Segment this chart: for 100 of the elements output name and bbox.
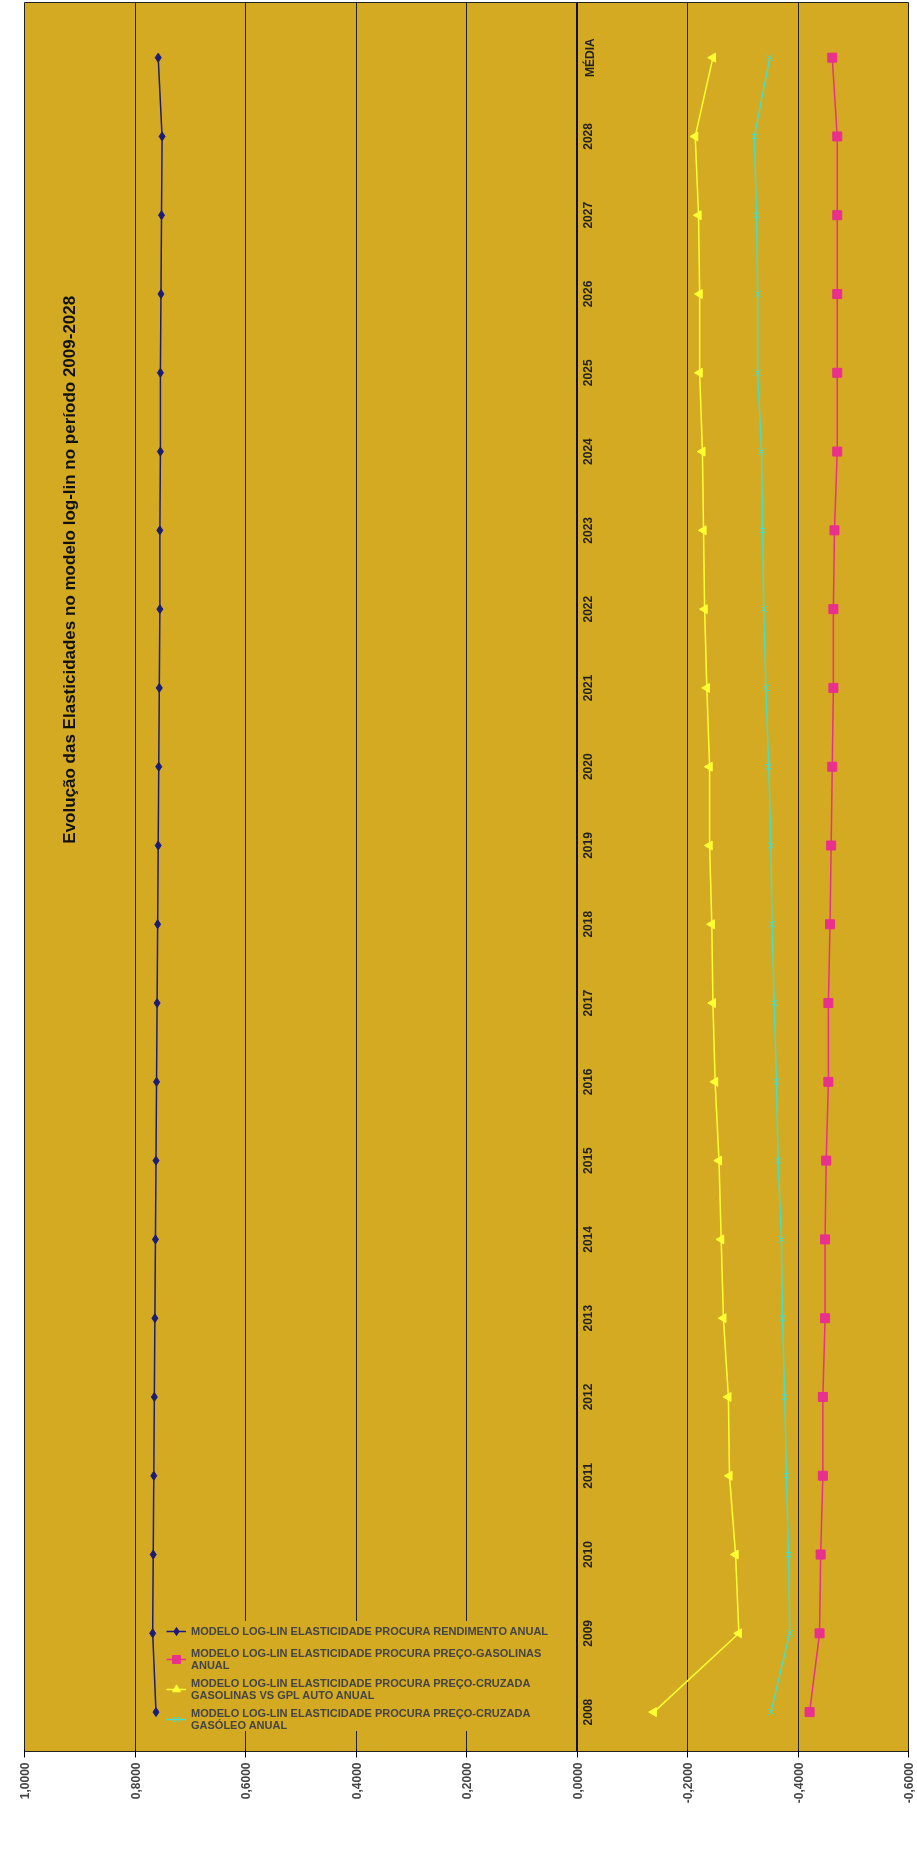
point bbox=[784, 1550, 793, 1559]
x-tick-label: 0,0000 bbox=[570, 1762, 585, 1800]
point bbox=[765, 763, 773, 771]
y-tick-label: 2008 bbox=[581, 1698, 595, 1726]
point bbox=[781, 1393, 789, 1401]
point bbox=[149, 1549, 157, 1560]
point bbox=[703, 840, 713, 851]
point bbox=[717, 1313, 727, 1324]
point bbox=[782, 1472, 791, 1480]
point bbox=[154, 919, 162, 930]
point bbox=[757, 447, 766, 456]
point bbox=[693, 289, 703, 299]
point bbox=[696, 446, 706, 457]
point bbox=[156, 446, 164, 457]
point bbox=[828, 682, 839, 693]
point bbox=[158, 131, 166, 142]
point bbox=[707, 52, 717, 63]
point bbox=[768, 920, 776, 928]
point bbox=[703, 761, 713, 772]
point bbox=[832, 131, 843, 142]
point bbox=[697, 525, 707, 536]
point bbox=[777, 1235, 786, 1244]
x-tick-label: 0,8000 bbox=[128, 1762, 143, 1800]
y-tick-label: 2016 bbox=[581, 1068, 595, 1096]
point bbox=[154, 52, 162, 63]
y-tick-label: 2019 bbox=[581, 831, 595, 859]
point bbox=[832, 367, 843, 378]
y-tick-label: 2024 bbox=[581, 437, 595, 465]
point bbox=[820, 1313, 831, 1324]
point bbox=[767, 1708, 775, 1716]
point bbox=[713, 1155, 723, 1166]
point bbox=[698, 604, 708, 615]
y-tick-label: 2026 bbox=[581, 280, 595, 308]
point bbox=[706, 919, 715, 930]
point bbox=[823, 1076, 834, 1087]
point bbox=[752, 211, 761, 219]
point bbox=[753, 290, 762, 298]
point bbox=[692, 210, 702, 221]
y-tick-label: 2013 bbox=[581, 1304, 595, 1332]
x-tick-label: 0,2000 bbox=[460, 1762, 474, 1800]
point bbox=[817, 1391, 828, 1402]
point bbox=[158, 210, 166, 221]
point bbox=[758, 526, 767, 535]
point bbox=[820, 1234, 831, 1245]
y-tick-label: 2017 bbox=[581, 989, 595, 1017]
point bbox=[701, 682, 710, 693]
point bbox=[152, 1155, 160, 1166]
point bbox=[149, 1628, 157, 1639]
x-tick-label: -0,2000 bbox=[681, 1762, 695, 1804]
point bbox=[648, 1707, 657, 1718]
point bbox=[804, 1707, 815, 1718]
point bbox=[827, 52, 838, 63]
point bbox=[760, 605, 768, 613]
y-tick-label: 2027 bbox=[581, 201, 595, 229]
y-tick-label: 2009 bbox=[581, 1619, 595, 1647]
point bbox=[766, 53, 774, 62]
x-tick-label: -0,6000 bbox=[902, 1762, 916, 1804]
point bbox=[151, 1234, 159, 1245]
point bbox=[832, 446, 843, 457]
point bbox=[156, 604, 164, 615]
point bbox=[827, 761, 838, 772]
point bbox=[750, 132, 759, 141]
y-tick-label: 2021 bbox=[581, 674, 595, 702]
y-tick-label: 2020 bbox=[581, 753, 595, 781]
legend-label: MODELO LOG-LIN ELASTICIDADE PROCURA PREÇO-CRUZADA GASOLINAS VS GPL AUTO ANUAL bbox=[191, 1677, 531, 1701]
y-tick-label: 2010 bbox=[581, 1540, 595, 1568]
point bbox=[722, 1391, 732, 1402]
point bbox=[767, 841, 775, 850]
y-tick-label: 2028 bbox=[581, 122, 595, 150]
point bbox=[778, 1314, 787, 1322]
y-tick-label: 2023 bbox=[581, 516, 595, 544]
legend-label: MODELO LOG-LIN ELASTICIDADE PROCURA PREÇO-GASOLINAS ANUAL bbox=[191, 1647, 542, 1671]
y-tick-label: 2018 bbox=[581, 910, 595, 938]
point bbox=[826, 840, 837, 851]
point bbox=[151, 1313, 159, 1324]
point bbox=[821, 1155, 832, 1166]
point bbox=[150, 1470, 158, 1481]
point bbox=[832, 210, 843, 221]
point bbox=[157, 289, 165, 299]
point bbox=[156, 367, 164, 378]
x-tick-label: -0,4000 bbox=[791, 1762, 806, 1804]
point bbox=[753, 369, 762, 377]
point bbox=[828, 604, 839, 615]
point bbox=[729, 1549, 739, 1560]
point bbox=[825, 919, 836, 930]
point bbox=[772, 1078, 781, 1086]
point bbox=[832, 289, 843, 299]
x-tick-label: 0,4000 bbox=[349, 1762, 364, 1800]
point bbox=[155, 682, 163, 693]
y-tick-label: 2022 bbox=[581, 595, 595, 623]
text: Evolução das Elasticidades no modelo log-lin no período 2009-2028 bbox=[59, 295, 79, 844]
point bbox=[153, 998, 161, 1009]
legend-label: MODELO LOG-LIN ELASTICIDADE PROCURA PREÇO-CRUZADA GASÓLEO ANUAL bbox=[191, 1707, 531, 1731]
point bbox=[154, 840, 162, 851]
point bbox=[153, 1076, 161, 1087]
point bbox=[715, 1234, 725, 1245]
point bbox=[693, 367, 703, 378]
point bbox=[762, 684, 770, 692]
point bbox=[774, 1156, 782, 1165]
y-tick-label: 2012 bbox=[581, 1383, 595, 1411]
